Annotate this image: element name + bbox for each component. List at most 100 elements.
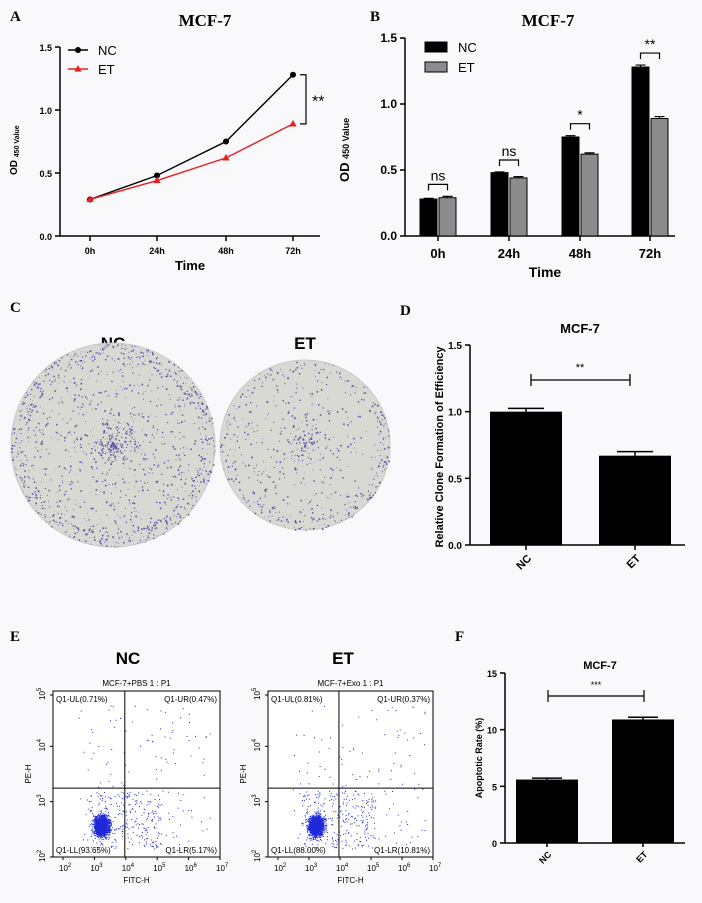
b-x-axis-label: Time — [529, 264, 562, 280]
bar-chart-d: 0.0 0.5 1.0 1.5 NC ET Relative Clone Formation… — [434, 341, 685, 572]
panel-letter-c: C — [10, 300, 21, 316]
a-y-axis-label: OD 450 Value — [9, 125, 21, 175]
b-significance-label: * — [577, 107, 583, 123]
b-x-tick-label: 48h — [569, 246, 591, 261]
a-series-line-et — [89, 123, 294, 201]
e-nc-plot-frame — [52, 690, 221, 858]
b-y-tick-label: 1.5 — [380, 31, 397, 45]
flow-cytometry-plots: MCF-7+PBS 1 : P1 Q1-UL(0.71%) Q1-UR(0.47%)… — [24, 679, 442, 885]
panel-c-label-et: ET — [294, 334, 316, 353]
b-bar-nc — [419, 198, 438, 237]
panel-letter-a: A — [10, 9, 21, 25]
bar-chart-f: 0 5 10 15 NC ET Apoptotic Rate (%) *** — [474, 669, 685, 866]
b-significance-label: ** — [645, 36, 656, 52]
panel-a-title: MCF-7 — [179, 11, 232, 30]
a-point-et — [153, 176, 161, 184]
f-y-tick-label: 0 — [492, 839, 497, 849]
f-error-bar — [628, 716, 658, 720]
panel-f-title: MCF-7 — [583, 660, 617, 672]
e-et-y-tick-label: 102 — [252, 849, 262, 862]
panel-e-label-nc: NC — [116, 649, 141, 668]
a-point-et — [289, 119, 297, 127]
a-x-tick-label: 72h — [285, 246, 301, 256]
d-y-tick-label: 0.5 — [448, 474, 462, 485]
a-significance-label: ** — [312, 93, 324, 110]
d-significance-bracket — [530, 374, 631, 386]
a-legend-label: NC — [98, 43, 117, 58]
e-nc-x-tick-label: 105 — [153, 863, 166, 873]
a-y-tick-label: 0.0 — [39, 232, 52, 242]
e-nc-y-tick-label: 103 — [37, 794, 47, 807]
a-point-et — [222, 153, 230, 161]
b-y-tick-label: 1.0 — [380, 97, 397, 111]
e-et-x-tick-label: 106 — [398, 863, 411, 873]
e-nc-y-tick-label: 104 — [37, 738, 47, 751]
f-x-tick-label: ET — [634, 849, 650, 865]
a-x-tick-label: 48h — [218, 246, 234, 256]
b-significance-bracket — [569, 123, 591, 130]
e-nc-y-tick-label: 102 — [37, 849, 47, 862]
e-nc-x-tick-label: 103 — [90, 863, 103, 873]
b-x-tick-label: 24h — [498, 246, 520, 261]
panel-letter-b: B — [370, 9, 380, 25]
e-et-x-tick-label: 103 — [305, 863, 318, 873]
e-et-plot-title: MCF-7+Exo 1 : P1 — [317, 679, 384, 688]
f-bar-et — [612, 719, 674, 843]
b-bar-et — [438, 197, 457, 237]
e-nc-x-axis-label: FITC-H — [123, 876, 149, 885]
e-et-quadrant-ul: Q1-UL(0.81%) — [271, 695, 323, 704]
f-significance-bracket — [547, 690, 645, 702]
d-y-tick-label: 0.0 — [448, 541, 462, 552]
b-error-bar — [423, 197, 434, 200]
e-et-x-tick-label: 105 — [367, 863, 380, 873]
a-point-et — [86, 195, 94, 203]
d-bar-nc — [490, 411, 562, 545]
b-bar-et — [509, 177, 528, 237]
d-error-bar — [617, 450, 653, 456]
a-legend-label: ET — [98, 62, 115, 77]
b-legend-label: ET — [458, 60, 475, 75]
b-legend-swatch — [424, 41, 448, 53]
f-significance-label: *** — [591, 680, 602, 690]
e-nc-x-tick-label: 104 — [122, 863, 135, 873]
b-error-bar — [494, 171, 505, 173]
line-chart-a: 0.0 0.5 1.0 1.5 0h 24h 48h 72h Time OD 450 Value N… — [9, 43, 324, 273]
d-x-tick-label: NC — [514, 553, 534, 573]
e-et-y-tick-label: 103 — [252, 794, 262, 807]
b-significance-label: ns — [431, 167, 446, 183]
d-y-axis-label: Relative Clone Formation of Efficiency — [434, 346, 446, 548]
d-y-tick-label: 1.0 — [448, 408, 462, 419]
b-significance-bracket — [427, 183, 449, 191]
e-et-y-tick-label: 104 — [252, 738, 262, 751]
d-error-bar — [508, 407, 544, 412]
b-error-bar — [513, 176, 524, 178]
e-et-y-axis-label: PE-H — [239, 764, 248, 783]
e-et-y-tick-label: 105 — [252, 687, 262, 700]
b-significance-bracket — [639, 52, 661, 60]
e-nc-x-tick-label: 107 — [216, 863, 229, 873]
b-x-tick-label: 72h — [639, 246, 661, 261]
a-point-nc — [223, 138, 229, 145]
a-series-line-nc — [89, 74, 294, 201]
panel-letter-f: F — [455, 629, 464, 645]
e-nc-quadrant-ll: Q1-LL(93.65%) — [56, 846, 111, 855]
f-y-tick-label: 5 — [492, 782, 497, 792]
e-et-quadrant-ll: Q1-LL(88.00%) — [271, 846, 326, 855]
e-nc-x-tick-label: 106 — [185, 863, 198, 873]
b-bar-et — [650, 118, 669, 237]
a-legend-marker — [74, 65, 82, 72]
e-et-x-axis-label: FITC-H — [337, 876, 363, 885]
b-error-bar — [635, 64, 646, 68]
b-legend-swatch — [424, 61, 448, 73]
e-nc-plot-title: MCF-7+PBS 1 : P1 — [102, 679, 171, 688]
e-nc-quadrant-ul: Q1-UL(0.71%) — [56, 695, 108, 704]
b-bar-et — [580, 153, 599, 237]
e-et-x-tick-label: 107 — [429, 863, 442, 873]
e-et-quadrant-ur: Q1-UR(0.37%) — [377, 695, 430, 704]
d-significance-label: ** — [576, 362, 585, 374]
a-y-tick-label: 1.0 — [39, 106, 52, 116]
b-error-bar — [565, 135, 576, 137]
b-bar-nc — [490, 172, 509, 237]
f-bar-nc — [516, 779, 578, 843]
